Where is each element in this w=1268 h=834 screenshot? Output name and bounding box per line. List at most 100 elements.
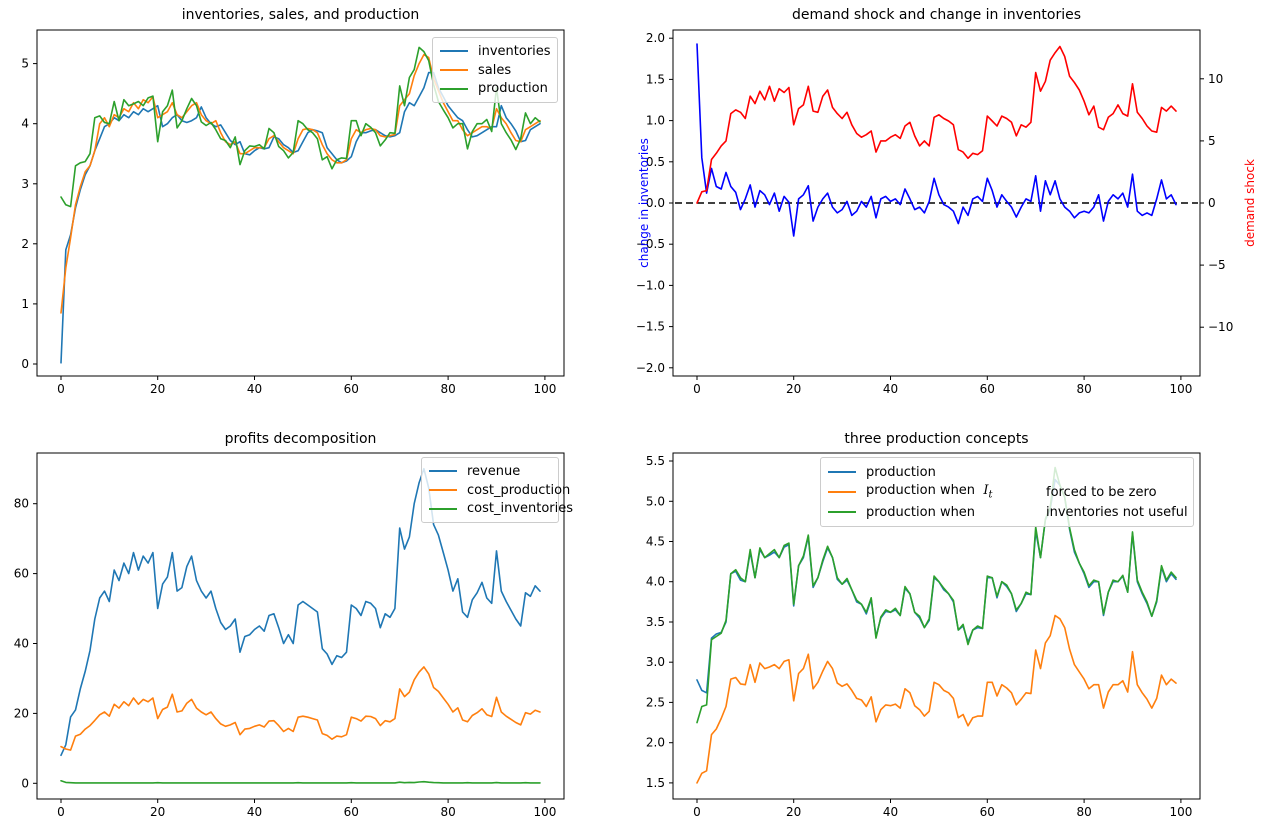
series-line-change-in-inventories (696, 43, 1177, 237)
x-tick-label: 0 (57, 805, 65, 819)
legend-label: production (866, 464, 936, 480)
x-tick-label: 40 (883, 805, 898, 819)
x-tick-label: 100 (533, 805, 556, 819)
x-tick-label: 80 (440, 805, 455, 819)
axis-ticks: 0 20 40 60 80 100−2.0−1.5−1.0−0.50.00.51.01.5… (636, 31, 1233, 396)
y-tick-label: 4.5 (646, 535, 665, 549)
y-tick-label: 20 (14, 706, 29, 720)
legend-item-inventories: inventories (440, 42, 551, 61)
legend: revenue cost_production cost_inventories (421, 457, 573, 523)
math-symbol-I-sub-t: It (983, 483, 993, 501)
x-tick-label: 20 (786, 382, 801, 396)
legend-item-cost-production: cost_production (429, 481, 570, 500)
x-tick-label: 20 (150, 805, 165, 819)
x-tick-label: 60 (344, 382, 359, 396)
plot-border (672, 452, 1201, 800)
y-tick-label: 2.0 (646, 31, 665, 45)
plot-border (36, 452, 565, 800)
y-tick-label: 0.5 (646, 155, 665, 169)
panel-demand-shock: 0 20 40 60 80 100 −2.0 −1.5 −1.0 −0.5 0.0 0.5 1.0 1.5… (634, 0, 1268, 417)
line-swatch (440, 87, 468, 90)
y-tick-label: 2.0 (646, 736, 665, 750)
x-tick-label: 60 (344, 805, 359, 819)
y-tick-label: 5.5 (646, 454, 665, 468)
y-tick-label: 5 (21, 57, 29, 71)
y-tick-label: 80 (14, 497, 29, 511)
chart-three-production-concepts: 0 20 40 60 80 100 1.5 2.0 2.5 3.0 3.5 4.0 4.5 5.0 5.5 (646, 452, 1201, 819)
y-tick-label: 4.0 (646, 575, 665, 589)
y-tick-label: 1 (21, 297, 29, 311)
y-tick-label: 40 (14, 637, 29, 651)
axis-ticks: 0 20 40 60 80 100 1.5 2.0 2.5 3.0 3.5 4.0 4.5 5.0 5.5 (646, 454, 1192, 819)
y2-tick-label: −10 (1208, 320, 1233, 334)
y2-tick-label: 0 (1208, 196, 1216, 210)
y-tick-label: 60 (14, 567, 29, 581)
y-tick-label: 3.5 (646, 615, 665, 629)
y-tick-label: −1.0 (636, 278, 665, 292)
x-tick-label: 80 (440, 382, 455, 396)
series-line-production-when-i-t-forced-to-be-zero (696, 614, 1177, 784)
x-tick-label: 0 (693, 382, 701, 396)
y-tick-label: 2.5 (646, 695, 665, 709)
chart-inventories-sales-production: 0 20 40 60 80 100 0 1 2 3 4 5 (21, 29, 565, 396)
legend-item-production: production (828, 462, 1186, 482)
legend-label: inventories (478, 43, 551, 59)
legend: production production when It forced to … (820, 457, 1194, 527)
legend-label: cost_inventories (467, 501, 574, 517)
y2-tick-label: 10 (1208, 72, 1223, 86)
x-tick-label: 20 (150, 382, 165, 396)
x-tick-label: 80 (1076, 382, 1091, 396)
legend-label: sales (478, 62, 512, 78)
y-tick-label: 4 (21, 117, 29, 131)
series-line-production-when-inventories-not-useful (696, 466, 1177, 724)
axis-ticks: 0 20 40 60 80 100 0 1 2 3 4 5 (21, 57, 556, 396)
y-tick-label: 0 (21, 776, 29, 790)
y-tick-label: 3 (21, 177, 29, 191)
series-line-cost-inventories (60, 779, 541, 784)
y-tick-label: −2.0 (636, 361, 665, 375)
chart-title: three production concepts (844, 431, 1029, 447)
y2-tick-label: 5 (1208, 134, 1216, 148)
panel-profits-decomposition: 0 20 40 60 80 100 0 20 40 60 80 profits decomposit… (0, 417, 634, 834)
legend-label: revenue (467, 463, 521, 479)
panel-three-production-concepts: 0 20 40 60 80 100 1.5 2.0 2.5 3.0 3.5 4.0 4.5 5.0 5.5 … (634, 417, 1268, 834)
axes-area: 0 20 40 60 80 100 0 20 40 60 80 (14, 452, 565, 819)
line-swatch (429, 470, 457, 473)
axes-area: 0 20 40 60 80 100 1.5 2.0 2.5 3.0 3.5 4.0 4.5 5.0 5.5 (646, 452, 1201, 819)
legend-item-production: production (440, 79, 550, 98)
y-tick-label: 1.0 (646, 114, 665, 128)
legend-label-left-part: production when (866, 504, 976, 520)
x-tick-label: 100 (1169, 805, 1192, 819)
legend-label-right-part: forced to be zero (1046, 484, 1157, 500)
series-line-cost-production (60, 666, 541, 751)
legend-item-sales: sales (440, 61, 550, 80)
x-tick-label: 60 (980, 382, 995, 396)
x-tick-label: 0 (57, 382, 65, 396)
y-tick-label: −1.5 (636, 320, 665, 334)
line-swatch (828, 511, 856, 513)
panel-inventories-sales-production: 0 20 40 60 80 100 0 1 2 3 4 5 inventories, sales, a… (0, 0, 634, 417)
x-tick-label: 0 (693, 805, 701, 819)
y-tick-label: 0 (21, 357, 29, 371)
y2-tick-label: −5 (1208, 258, 1226, 272)
y-tick-label: −0.5 (636, 237, 665, 251)
x-tick-label: 100 (533, 382, 556, 396)
x-tick-label: 80 (1076, 805, 1091, 819)
y-tick-label: 2 (21, 237, 29, 251)
legend-label: cost_production (467, 482, 571, 498)
legend-label-left-part: production when It (866, 483, 993, 501)
chart-title: demand shock and change in inventories (791, 7, 1082, 23)
y-tick-label: 1.5 (646, 776, 665, 790)
series-line-revenue (60, 467, 541, 757)
chart-profits-decomposition: 0 20 40 60 80 100 0 20 40 60 80 (14, 452, 565, 819)
series-lines (696, 466, 1177, 784)
y-axis-label-right: demand shock (1243, 159, 1257, 247)
line-swatch (828, 471, 856, 473)
x-tick-label: 40 (247, 382, 262, 396)
chart-demand-shock: 0 20 40 60 80 100−2.0−1.5−1.0−0.50.00.51.01.5… (636, 29, 1233, 396)
series-line-demand-shock (696, 45, 1177, 204)
series-lines (60, 46, 541, 364)
series-lines (696, 43, 1177, 237)
legend-label-right-part: inventories not useful (1046, 504, 1188, 520)
y-tick-label: 0.0 (646, 196, 665, 210)
